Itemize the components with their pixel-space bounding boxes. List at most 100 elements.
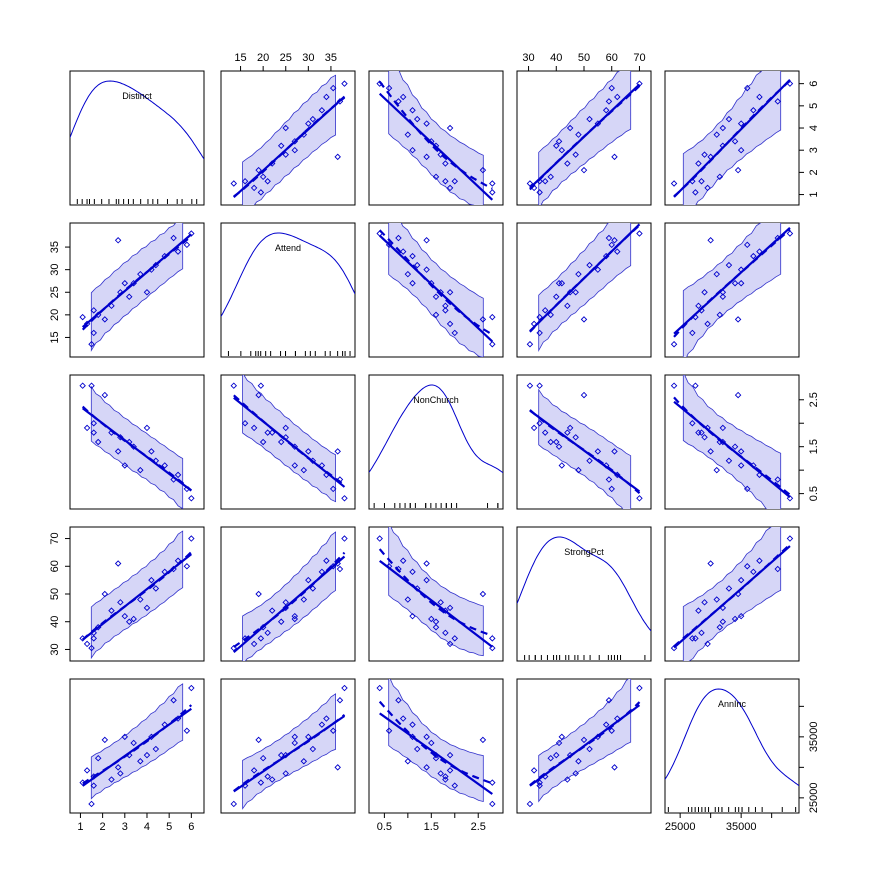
data-point: [161, 721, 168, 728]
data-point: [602, 252, 610, 260]
smooth-fit-line: [529, 409, 641, 495]
data-point: [553, 293, 560, 301]
panel-Attend-vs-Attend: Attend: [220, 222, 356, 358]
data-point: [489, 644, 496, 652]
data-point: [756, 471, 763, 479]
data-point: [257, 382, 265, 389]
data-point: [698, 178, 705, 185]
data-point: [409, 146, 416, 154]
data-point: [94, 754, 102, 762]
data-point: [90, 782, 97, 789]
data-point: [744, 84, 751, 92]
data-point: [399, 557, 407, 564]
panel-AnnInc-vs-Distinct: [69, 678, 205, 814]
panel-Attend-vs-StrongPct: [516, 222, 652, 358]
x-tick-label: 0.5: [377, 821, 392, 833]
data-point: [750, 462, 757, 469]
data-point: [489, 189, 496, 196]
data-point: [161, 568, 168, 576]
data-point: [786, 535, 794, 542]
panel-Attend-vs-AnnInc: [664, 222, 800, 358]
diagonal-label: AnnInc: [718, 699, 747, 709]
y-tick-label: 20: [49, 309, 61, 321]
data-point: [323, 471, 330, 479]
data-point: [608, 485, 615, 493]
data-point: [530, 424, 538, 432]
data-point: [399, 93, 407, 101]
panel-frame: [516, 678, 652, 814]
panel-frame: [664, 526, 800, 662]
data-point: [692, 382, 699, 389]
x-tick-label: 50: [578, 52, 590, 64]
data-point: [719, 142, 727, 150]
data-point: [695, 302, 702, 310]
data-point: [83, 767, 91, 774]
data-point: [526, 180, 534, 187]
data-point: [428, 739, 435, 747]
x-tick-label: 30: [302, 52, 314, 64]
data-point: [143, 751, 151, 759]
data-point: [305, 733, 312, 741]
x-tick-label: 2: [100, 821, 106, 833]
data-point: [572, 289, 579, 296]
data-point: [786, 80, 794, 87]
data-point: [566, 424, 574, 432]
data-point: [90, 773, 97, 780]
data-point: [395, 697, 402, 704]
data-point: [268, 776, 276, 783]
confidence-band: [242, 693, 336, 810]
panel-Distinct-vs-Distinct: Distinct: [69, 70, 205, 206]
data-point: [268, 160, 276, 167]
data-point: [277, 618, 285, 625]
data-point: [432, 293, 440, 301]
data-point: [756, 557, 763, 564]
panel-frame: [368, 678, 504, 814]
confidence-band: [242, 531, 336, 661]
data-point: [323, 93, 330, 101]
x-tick-label: 2.5: [471, 821, 486, 833]
data-point: [713, 131, 720, 138]
data-point: [558, 146, 566, 154]
data-point: [479, 736, 487, 744]
data-point: [423, 560, 430, 567]
data-point: [489, 635, 496, 642]
diagonal-label: Distinct: [122, 91, 152, 101]
data-point: [707, 560, 714, 567]
linear-fit-line: [378, 92, 494, 201]
y-tick-label: 30: [49, 643, 61, 655]
data-point: [291, 612, 299, 620]
data-point: [586, 745, 593, 753]
data-point: [170, 234, 177, 242]
data-point: [432, 142, 440, 150]
data-point: [636, 230, 643, 237]
data-point: [117, 289, 124, 296]
data-point: [341, 535, 348, 542]
data-point: [257, 189, 265, 196]
data-point: [744, 563, 751, 570]
data-point: [334, 153, 341, 161]
panel-Attend-vs-Distinct: [69, 222, 205, 358]
data-point: [137, 596, 144, 603]
data-point: [230, 180, 238, 187]
panel-frame: [516, 222, 652, 358]
panel-frame: [220, 678, 356, 814]
data-point: [689, 329, 696, 337]
density-curve: [221, 232, 355, 317]
data-point: [305, 448, 312, 455]
data-point: [670, 340, 678, 348]
data-point: [395, 234, 402, 242]
confidence-band: [682, 223, 782, 357]
data-point: [336, 565, 344, 573]
data-point: [432, 754, 440, 762]
data-point: [437, 599, 444, 606]
data-point: [614, 715, 621, 722]
y-tick-label: 0.5: [808, 486, 820, 501]
x-tick-label: 15: [234, 52, 246, 64]
data-point: [572, 434, 579, 441]
data-point: [731, 138, 739, 145]
data-point: [737, 120, 745, 127]
data-point: [409, 279, 416, 287]
data-point: [489, 340, 496, 348]
data-point: [90, 635, 97, 642]
data-point: [409, 612, 416, 620]
